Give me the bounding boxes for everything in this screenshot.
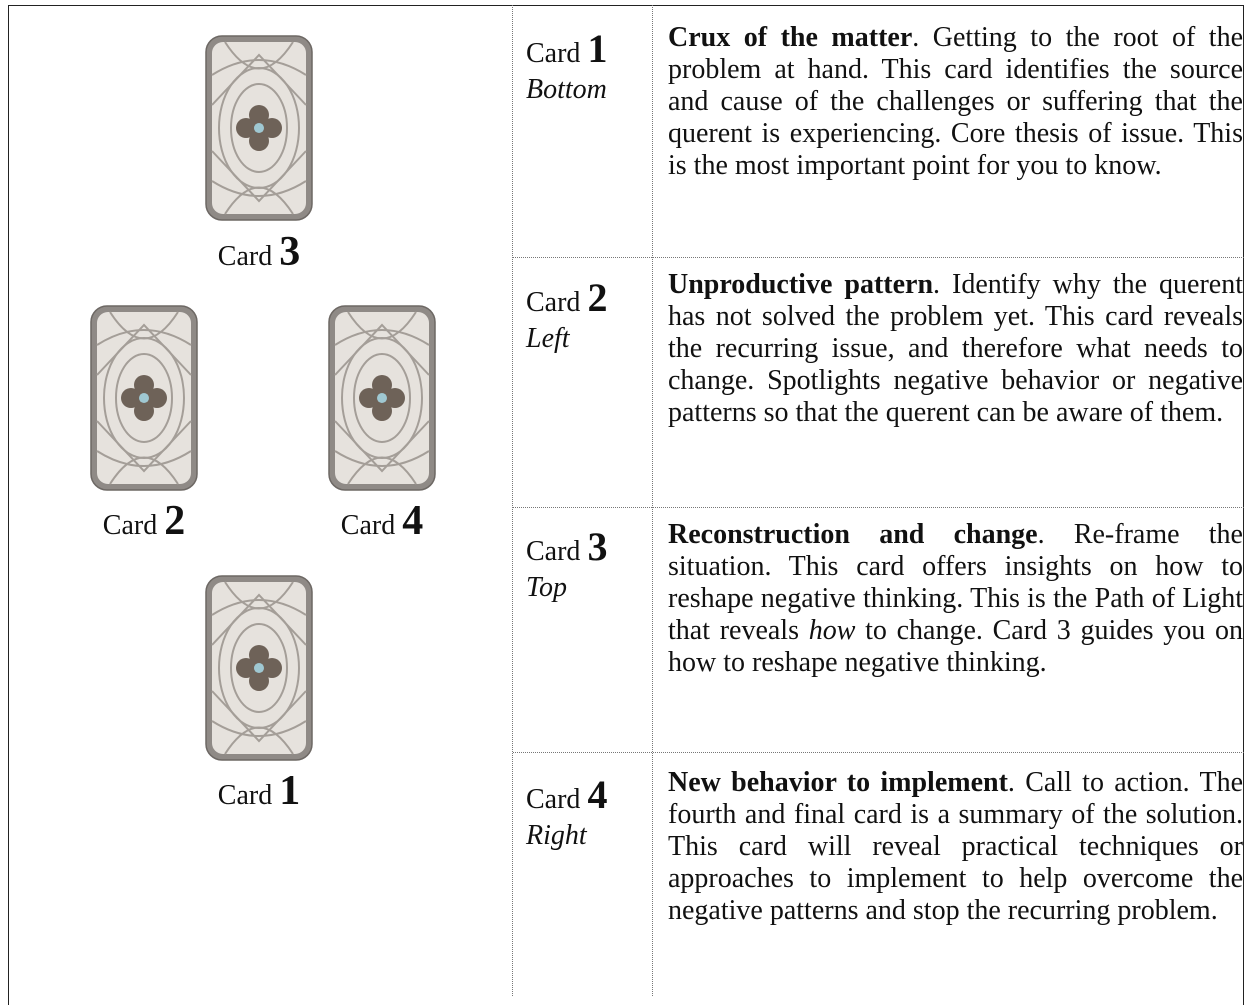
row-position: Card 4 Right (526, 775, 607, 853)
card-word: Card (217, 241, 273, 272)
card-label: Card 1 (179, 767, 339, 815)
card-number: 1 (279, 768, 301, 814)
row-position: Card 2 Left (526, 278, 607, 356)
card-word: Card (217, 780, 273, 811)
row-divider (513, 507, 1244, 508)
card-label: Card 2 (64, 497, 224, 545)
desc-title: Unproductive pattern (668, 269, 934, 300)
row-position: Card 1 Bottom (526, 29, 607, 107)
desc-text: . Getting to the root of the problem at … (668, 22, 1243, 181)
row-description: Reconstruction and change. Re-frame the … (668, 519, 1243, 679)
card-number: 4 (402, 498, 424, 544)
row-description: Unproductive pattern. Identify why the q… (668, 269, 1243, 429)
position: Right (526, 820, 587, 851)
card-number: 3 (279, 229, 301, 275)
card-word: Card (526, 536, 581, 567)
desc-text: . Identify why the querent has not solve… (668, 269, 1243, 428)
row-divider (513, 752, 1244, 753)
card-word: Card (102, 510, 158, 541)
card-word: Card (526, 784, 581, 815)
row-description: Crux of the matter. Getting to the root … (668, 22, 1243, 182)
card-image (205, 575, 313, 761)
desc-text: . Call to action. The fourth and final c… (668, 767, 1243, 926)
desc-title: Crux of the matter (668, 22, 913, 53)
position: Top (526, 572, 568, 603)
row-divider (513, 257, 1244, 258)
row-position: Card 3 Top (526, 527, 607, 605)
card-number: 4 (587, 772, 608, 817)
card-number: 2 (587, 275, 608, 320)
desc-title: Reconstruction and change (668, 519, 1038, 550)
card-image (205, 35, 313, 221)
card-image (328, 305, 436, 491)
card-number: 3 (587, 524, 608, 569)
position: Bottom (526, 74, 607, 105)
divider (512, 5, 513, 996)
card-word: Card (526, 287, 581, 318)
desc-text: . Re-frame the situation. This card offe… (668, 519, 1243, 646)
desc-title: New behavior to implement (668, 767, 1008, 798)
desc-text: to change. Card 3 guides you on how to r… (668, 615, 1243, 678)
card-word: Card (526, 38, 581, 69)
card-number: 2 (164, 498, 186, 544)
card-label: Card 3 (179, 228, 339, 276)
card-number: 1 (587, 26, 608, 71)
divider (652, 5, 653, 996)
row-description: New behavior to implement. Call to actio… (668, 767, 1243, 927)
card-word: Card (340, 510, 396, 541)
frame (8, 5, 1244, 1005)
card-label: Card 4 (302, 497, 462, 545)
desc-emphasis: how (808, 615, 856, 646)
position: Left (526, 323, 570, 354)
card-image (90, 305, 198, 491)
